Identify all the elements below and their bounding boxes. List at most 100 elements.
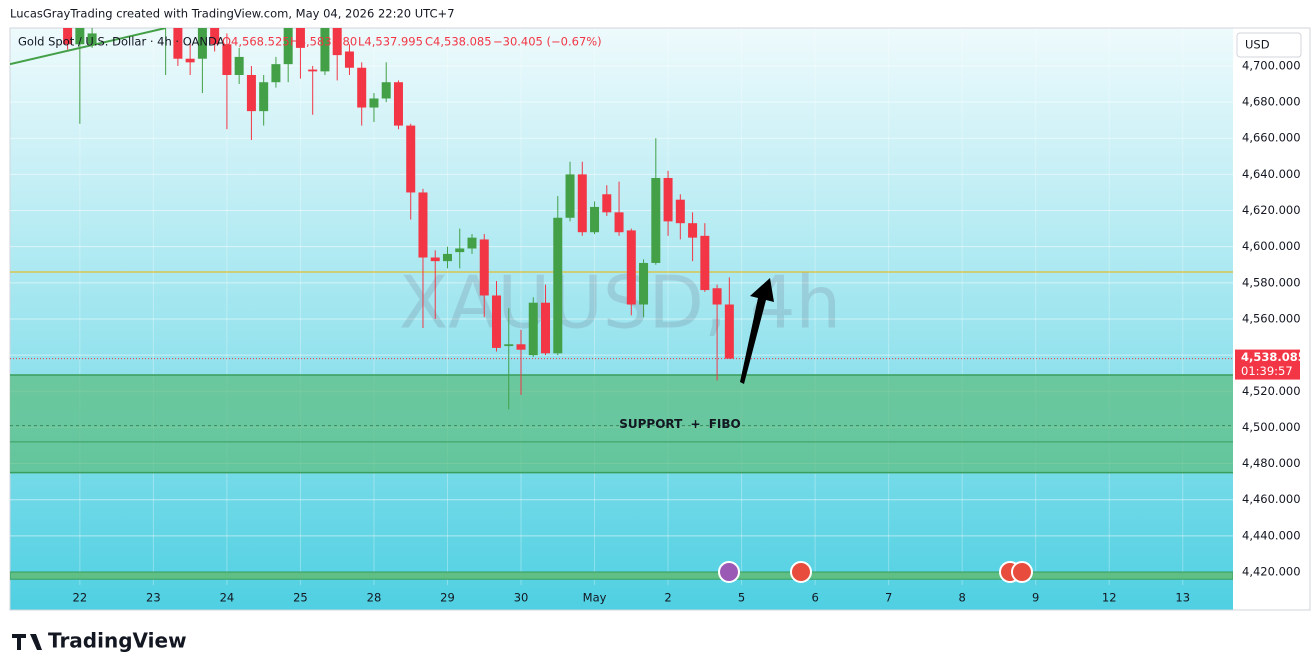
candle-body <box>577 174 587 233</box>
y-tick-label: 4,580.000 <box>1242 275 1301 289</box>
candle-body <box>516 344 526 350</box>
candle-body <box>197 28 207 59</box>
candle-body <box>455 248 465 253</box>
event-icon[interactable] <box>1011 561 1033 583</box>
candle-body <box>430 257 440 262</box>
x-tick-label: 28 <box>367 591 382 605</box>
candle-body <box>565 174 575 218</box>
x-tick-label: 7 <box>885 591 892 605</box>
candle-body <box>675 199 685 224</box>
ohlc-value: −30.405 (−0.67%) <box>493 35 602 49</box>
x-tick-label: 22 <box>73 591 88 605</box>
x-tick-label: 8 <box>959 591 966 605</box>
last-price-box <box>1235 349 1300 380</box>
ohlc-value: C4,538.085 <box>425 35 492 49</box>
x-tick-label: 6 <box>811 591 818 605</box>
y-tick-label: 4,420.000 <box>1242 564 1301 578</box>
countdown: 01:39:57 <box>1241 364 1293 378</box>
candle-body <box>75 28 85 45</box>
candle-body <box>467 237 477 249</box>
y-tick-label: 4,620.000 <box>1242 203 1301 217</box>
candle-body <box>246 74 256 112</box>
last-price-label: 4,538.085 <box>1241 350 1306 364</box>
candle-body <box>688 223 698 238</box>
candle-body <box>602 194 612 213</box>
candle-body <box>663 178 673 222</box>
y-tick-label: 4,520.000 <box>1242 384 1301 398</box>
y-tick-label: 4,500.000 <box>1242 420 1301 434</box>
candle-body <box>553 217 563 354</box>
candle-body <box>626 230 636 305</box>
header: LucasGrayTrading created with TradingVie… <box>10 7 455 21</box>
candle-body <box>222 44 232 75</box>
annotation: SUPPORT + FIBO <box>619 417 740 431</box>
candle-body <box>308 69 318 72</box>
candle-body <box>369 98 379 108</box>
candle-body <box>393 82 403 126</box>
x-tick-label: 23 <box>146 591 161 605</box>
candle-body <box>406 125 416 193</box>
candle-body <box>320 28 330 72</box>
candle-body <box>504 344 514 347</box>
x-tick-label: 5 <box>738 591 745 605</box>
x-tick-label: 9 <box>1032 591 1039 605</box>
candle-body <box>259 82 269 112</box>
candle-body <box>210 28 220 45</box>
event-icon[interactable] <box>790 561 812 583</box>
candle-body <box>381 82 391 99</box>
price-axis <box>1233 28 1310 610</box>
x-tick-label: May <box>583 591 607 605</box>
x-tick-label: 25 <box>293 591 308 605</box>
support-zone <box>10 374 1233 473</box>
y-tick-label: 4,480.000 <box>1242 456 1301 470</box>
currency: USD <box>1245 38 1270 52</box>
candle-body <box>344 51 354 68</box>
candle-body <box>651 178 661 263</box>
x-tick-label: 24 <box>220 591 235 605</box>
candle-body <box>271 64 281 83</box>
candle-body <box>614 212 624 233</box>
ohlc: O4,568.525 H4,583.180 L4,537.995 C4,538.085… <box>222 35 602 49</box>
watermark: XAUUSD, 4h <box>399 261 841 345</box>
candle-body <box>332 28 342 56</box>
event-icons <box>718 561 1033 583</box>
candle-body <box>541 302 551 354</box>
logo-mark <box>12 634 42 650</box>
candle-body <box>234 56 244 75</box>
event-icon[interactable] <box>718 561 740 583</box>
ohlc-value: O4,568.525 <box>222 35 290 49</box>
candle-body <box>418 192 428 258</box>
y-tick-label: 4,660.000 <box>1242 131 1301 145</box>
y-tick-label: 4,560.000 <box>1242 311 1301 325</box>
y-tick-label: 4,680.000 <box>1242 95 1301 109</box>
candle-body <box>442 253 452 262</box>
y-tick-label: 4,640.000 <box>1242 167 1301 181</box>
candle-body <box>63 28 73 45</box>
x-tick-label: 13 <box>1175 591 1190 605</box>
candle-body <box>479 239 489 296</box>
candle-body <box>173 28 183 59</box>
ohlc-value: L4,537.995 <box>358 35 423 49</box>
y-tick-label: 4,600.000 <box>1242 239 1301 253</box>
candle-body <box>357 67 367 108</box>
footer-logo: TradingView <box>48 629 187 653</box>
x-tick-label: 29 <box>440 591 455 605</box>
candle-body <box>700 235 710 291</box>
candle-body <box>528 302 538 356</box>
candle-body <box>87 33 97 45</box>
x-tick-label: 12 <box>1102 591 1117 605</box>
candle-body <box>283 28 293 65</box>
bottom-band <box>10 571 1233 580</box>
candle-body <box>492 295 502 348</box>
candle-body <box>724 304 734 359</box>
x-tick-label: 2 <box>664 591 671 605</box>
currency-box[interactable] <box>1236 32 1302 58</box>
trendline <box>10 28 166 66</box>
candle-body <box>590 206 600 233</box>
y-tick-label: 4,440.000 <box>1242 528 1301 542</box>
x-tick-label: 30 <box>514 591 529 605</box>
y-tick-label: 4,460.000 <box>1242 492 1301 506</box>
legend: Gold Spot / U.S. Dollar · 4h · OANDA <box>18 35 225 49</box>
y-tick-label: 4,700.000 <box>1242 58 1301 72</box>
